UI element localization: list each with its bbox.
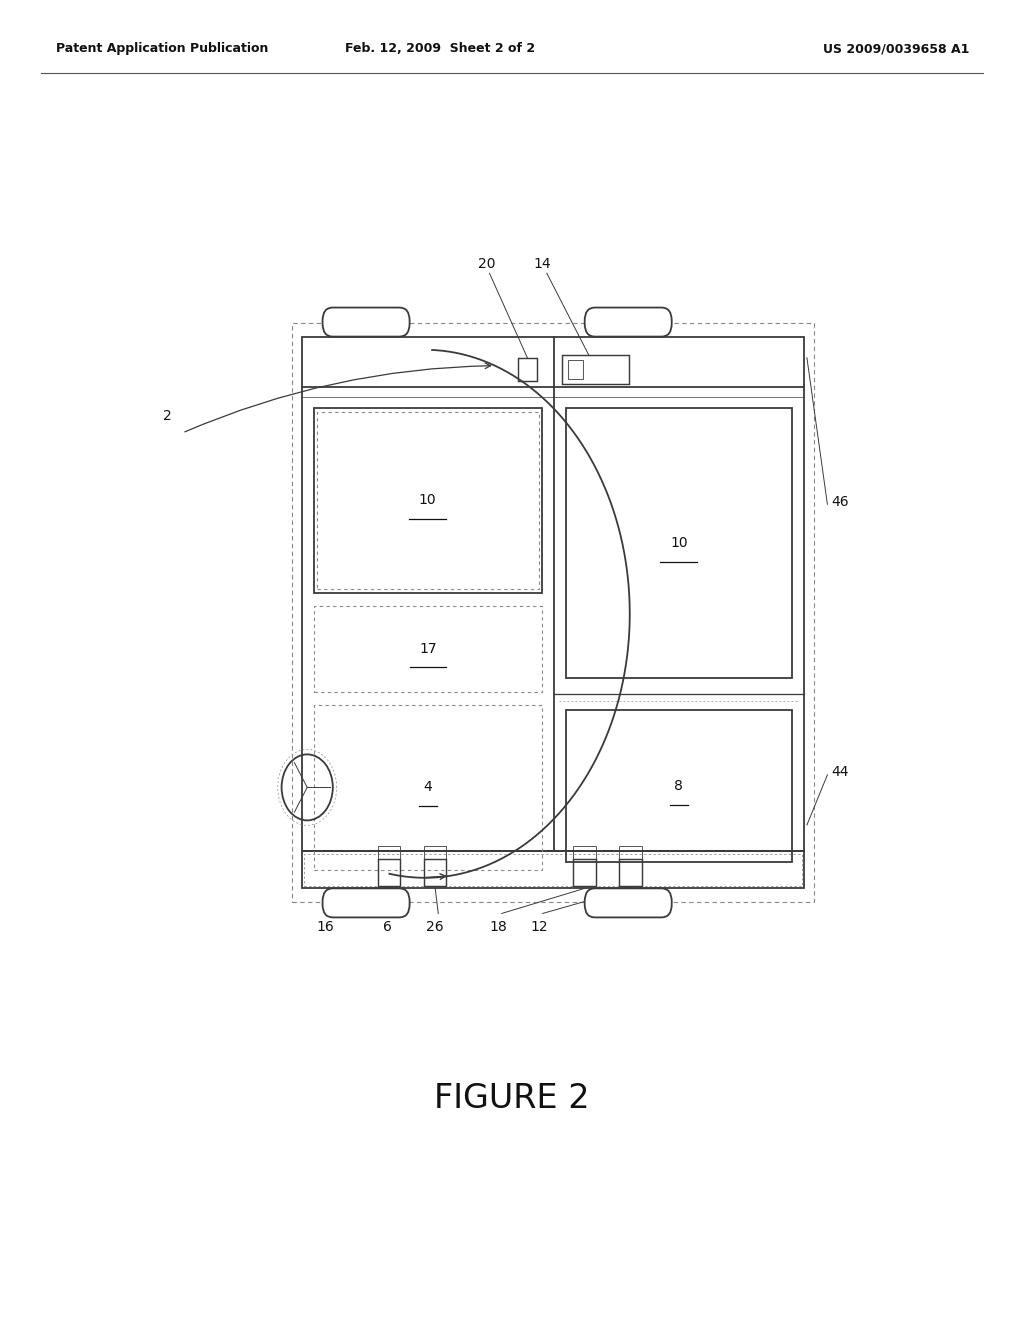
Text: 44: 44 <box>830 766 849 779</box>
Text: 8: 8 <box>675 779 683 793</box>
Text: 10: 10 <box>670 536 688 550</box>
Bar <box>317 412 539 589</box>
Text: 18: 18 <box>489 920 508 933</box>
FancyBboxPatch shape <box>323 308 410 337</box>
FancyBboxPatch shape <box>585 888 672 917</box>
Bar <box>314 705 542 870</box>
Bar <box>568 360 583 379</box>
Text: 16: 16 <box>316 920 335 933</box>
Bar <box>424 859 446 886</box>
Text: 26: 26 <box>426 920 444 933</box>
Bar <box>562 355 629 384</box>
Text: Patent Application Publication: Patent Application Publication <box>56 42 268 55</box>
Text: 4: 4 <box>424 780 432 795</box>
Bar <box>292 323 814 902</box>
FancyBboxPatch shape <box>585 308 672 337</box>
Text: US 2009/0039658 A1: US 2009/0039658 A1 <box>823 42 969 55</box>
Bar <box>302 851 804 888</box>
Text: 17: 17 <box>419 642 437 656</box>
Bar <box>314 408 542 593</box>
Text: 46: 46 <box>830 495 849 508</box>
Bar <box>378 846 400 859</box>
FancyBboxPatch shape <box>323 888 410 917</box>
Text: 10: 10 <box>419 494 436 507</box>
Bar <box>378 859 400 886</box>
Bar <box>573 846 596 859</box>
Bar <box>424 846 446 859</box>
Bar <box>302 337 804 851</box>
Bar <box>620 846 642 859</box>
Bar <box>304 854 802 886</box>
Text: Feb. 12, 2009  Sheet 2 of 2: Feb. 12, 2009 Sheet 2 of 2 <box>345 42 536 55</box>
Bar <box>566 710 792 862</box>
Text: 12: 12 <box>530 920 549 933</box>
Text: 2: 2 <box>163 409 171 422</box>
Bar <box>620 859 642 886</box>
Text: 14: 14 <box>534 257 552 271</box>
Bar <box>518 358 537 381</box>
Text: 6: 6 <box>383 920 391 933</box>
Text: 20: 20 <box>477 257 496 271</box>
Bar <box>314 606 542 692</box>
Bar <box>573 859 596 886</box>
Text: FIGURE 2: FIGURE 2 <box>434 1082 590 1114</box>
Bar <box>566 408 792 678</box>
